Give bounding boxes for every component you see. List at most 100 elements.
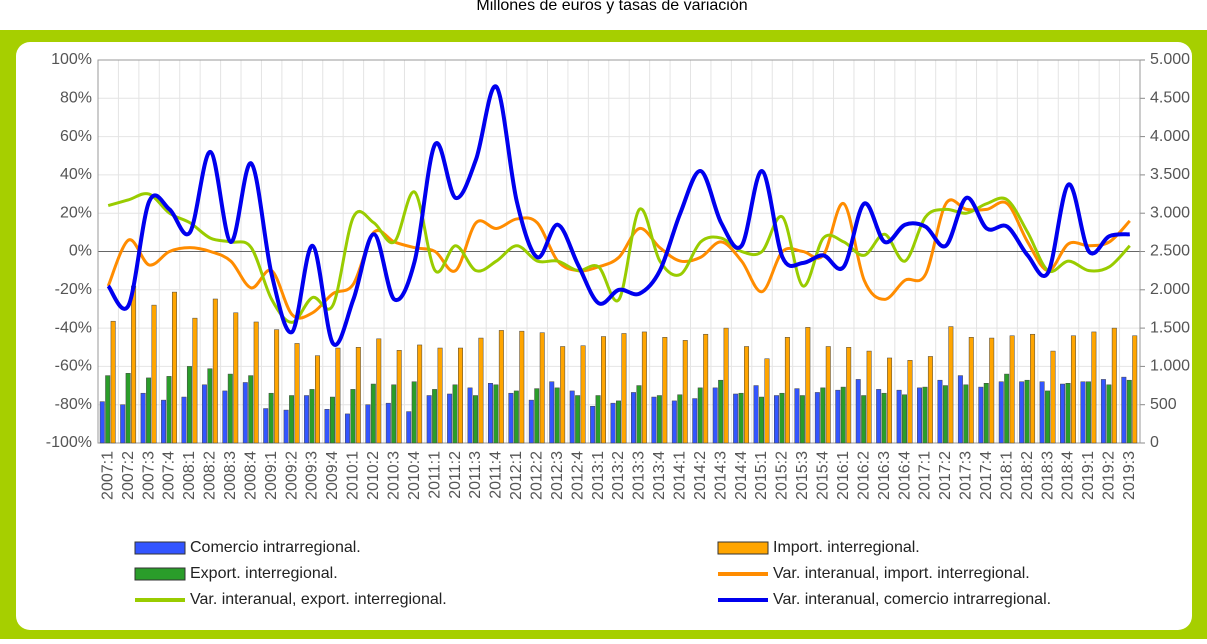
legend-label: Import. interregional.	[773, 539, 920, 556]
y2-tick-label: 5.000	[1150, 51, 1190, 68]
y2-tick-label: 4.500	[1150, 90, 1190, 107]
bar	[335, 347, 341, 444]
bar	[309, 389, 315, 444]
bar	[820, 387, 826, 444]
x-tick-label: 2014:4	[733, 451, 750, 500]
bar	[539, 332, 545, 444]
bar	[467, 387, 473, 444]
bar	[825, 346, 831, 444]
y2-tick-label: 2.500	[1150, 243, 1190, 260]
y-tick-label: 60%	[60, 128, 92, 145]
bar	[498, 330, 504, 444]
x-tick-label: 2008:4	[242, 451, 259, 500]
bar	[105, 375, 111, 444]
bar	[365, 404, 371, 444]
bar	[601, 336, 606, 444]
bar	[718, 379, 724, 444]
x-tick-label: 2015:1	[753, 451, 770, 500]
bar	[370, 383, 376, 444]
line	[106, 198, 1131, 320]
x-tick-label: 2019:2	[1101, 451, 1118, 500]
bar	[631, 392, 636, 444]
bar	[391, 384, 397, 444]
bar	[242, 382, 248, 444]
bar	[814, 392, 820, 444]
bar	[937, 379, 943, 444]
bar	[1039, 381, 1045, 444]
bar	[304, 395, 310, 444]
y-tick-label: -40%	[55, 319, 92, 336]
bar	[110, 320, 116, 444]
bar	[329, 396, 335, 444]
bar	[207, 368, 213, 444]
bar	[835, 389, 841, 444]
bar	[662, 337, 668, 444]
legend-label: Export. interregional.	[190, 565, 338, 582]
bar	[186, 366, 192, 444]
bar	[1009, 335, 1015, 444]
legend-swatch	[134, 567, 186, 581]
bar	[549, 381, 555, 444]
bar	[417, 344, 423, 444]
bar	[324, 409, 330, 444]
bar	[963, 384, 969, 444]
bar	[595, 395, 601, 444]
bar	[201, 384, 207, 444]
bar	[458, 347, 463, 444]
bar	[902, 394, 908, 444]
x-tick-label: 2015:4	[815, 451, 832, 500]
x-tick-label: 2010:2	[365, 451, 382, 500]
y2-tick-label: 1.500	[1150, 319, 1190, 336]
x-tick-label: 2017:2	[937, 451, 954, 500]
bar	[682, 340, 688, 444]
bar	[376, 338, 382, 444]
bar	[733, 393, 739, 444]
bar	[1050, 350, 1056, 444]
bar	[248, 375, 254, 444]
y-tick-label: 80%	[60, 90, 92, 107]
bar	[493, 384, 499, 444]
bar	[227, 373, 233, 444]
x-tick-label: 2018:4	[1060, 451, 1077, 500]
bar	[1100, 379, 1106, 444]
bar	[759, 396, 764, 444]
bar	[840, 386, 846, 444]
bar	[192, 317, 198, 444]
bar	[569, 390, 575, 444]
bar	[432, 389, 438, 444]
y-tick-label: 40%	[60, 166, 92, 183]
bar	[508, 392, 514, 444]
x-tick-label: 2010:1	[345, 451, 362, 500]
x-tick-label: 2009:1	[263, 451, 280, 500]
x-tick-label: 2009:4	[324, 451, 341, 500]
bar	[513, 390, 519, 444]
bar	[437, 347, 443, 444]
bar	[181, 396, 187, 444]
bar	[406, 411, 412, 444]
bar	[487, 383, 493, 444]
bar	[784, 337, 790, 444]
bar	[478, 337, 484, 444]
y-tick-label: -100%	[46, 434, 92, 451]
bar	[989, 337, 995, 444]
bar	[998, 381, 1004, 444]
x-tick-label: 2018:3	[1039, 451, 1056, 500]
bar	[861, 395, 867, 444]
x-tick-label: 2010:4	[406, 451, 423, 500]
bar	[140, 392, 146, 444]
x-tick-label: 2015:2	[774, 451, 791, 500]
bar	[1080, 381, 1086, 444]
chart-title: Millones de euros y tasas de variación	[476, 0, 747, 14]
bar	[948, 326, 954, 444]
bar	[344, 413, 350, 444]
x-tick-label: 2013:3	[631, 451, 648, 500]
bar	[636, 385, 642, 444]
panel	[16, 42, 1192, 630]
bar	[712, 387, 718, 444]
bar	[289, 395, 295, 444]
bar	[1019, 381, 1025, 444]
bar	[294, 343, 300, 444]
bar	[473, 395, 478, 444]
bar	[426, 395, 432, 444]
y-tick-label: 0%	[69, 243, 92, 260]
